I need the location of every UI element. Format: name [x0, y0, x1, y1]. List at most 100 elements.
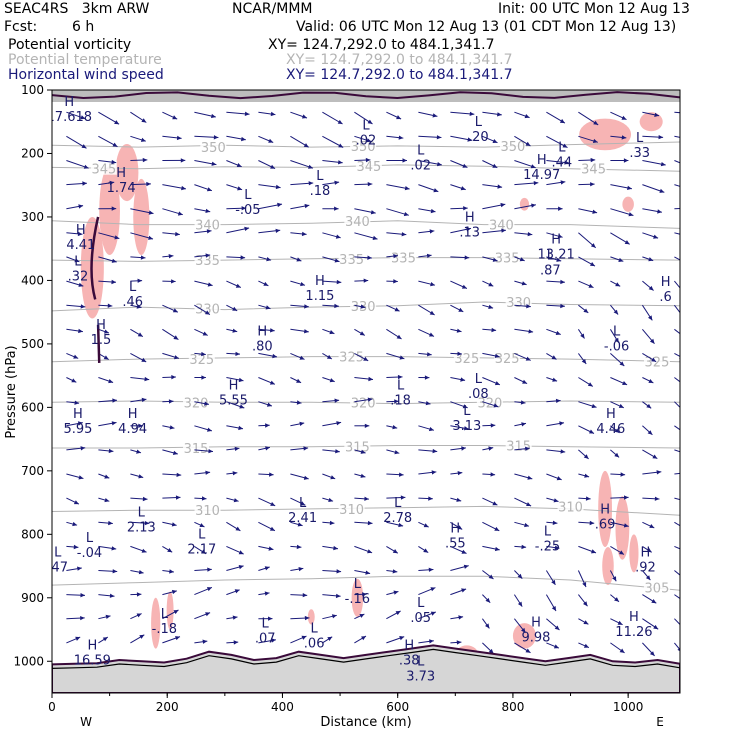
pv-high-region	[598, 470, 613, 548]
wind-arrowhead	[684, 471, 689, 475]
wind-arrowhead	[559, 421, 564, 426]
pv-high-region	[639, 112, 663, 132]
wind-arrowhead	[583, 308, 589, 313]
wind-arrowhead	[492, 163, 498, 168]
wind-arrowhead	[111, 279, 116, 285]
wind-arrowhead	[335, 593, 341, 599]
init-time: Init: 00 UTC Mon 12 Aug 13	[498, 1, 690, 17]
theta-label-bg	[494, 349, 521, 364]
wind-arrowhead	[244, 111, 250, 116]
theta-label-bg	[183, 394, 210, 409]
wind-arrowhead	[590, 157, 596, 163]
theta-label: 310	[195, 504, 220, 519]
extremum-value: .18	[310, 184, 331, 199]
wind-arrowhead	[402, 158, 407, 163]
theta-label: 310	[339, 503, 364, 518]
theta-label: 340	[345, 215, 370, 230]
wind-arrowhead	[146, 181, 151, 187]
extremum-low-marker: L	[417, 144, 425, 159]
y-tick-label: 700	[21, 464, 44, 478]
wind-vector	[674, 570, 680, 576]
wind-arrowhead	[74, 400, 80, 405]
wind-arrowhead	[329, 520, 335, 526]
x-tick-label: 600	[386, 700, 409, 714]
wind-arrowhead	[425, 401, 431, 406]
wind-arrowhead	[171, 522, 177, 527]
wind-arrowhead	[461, 284, 467, 289]
wind-arrowhead	[171, 279, 176, 284]
wind-arrowhead	[399, 355, 405, 360]
wind-arrowhead	[680, 625, 685, 630]
theta-label: 335	[339, 253, 364, 268]
wind-arrowhead	[269, 380, 275, 385]
wind-arrowhead	[652, 454, 658, 459]
wind-arrowhead	[556, 257, 562, 262]
wind-arrowhead	[304, 615, 310, 621]
wind-arrowhead	[270, 502, 276, 506]
y-tick-label: 400	[21, 273, 44, 287]
wind-arrowhead	[112, 142, 118, 147]
wind-arrowhead	[648, 257, 654, 262]
extremum-high-marker: H	[629, 610, 639, 625]
extremum-value: .46	[122, 295, 143, 310]
extremum-low-marker: L	[544, 524, 552, 539]
wind-arrowhead	[202, 639, 208, 644]
x-tick-label: 400	[271, 700, 294, 714]
wind-arrowhead	[392, 569, 398, 574]
wind-arrowhead	[207, 282, 213, 287]
wind-arrowhead	[393, 279, 398, 284]
extremum-value: 2.13	[127, 520, 156, 535]
wind-arrowhead	[432, 448, 438, 454]
extremum-value: .06	[304, 637, 325, 652]
extremum-low-marker: L	[475, 372, 483, 387]
wind-arrowhead	[328, 497, 334, 502]
wind-arrowhead	[397, 374, 403, 380]
theta-label-bg	[194, 502, 221, 517]
extremum-value: .80	[252, 340, 273, 355]
plot-frame	[51, 89, 681, 694]
wind-arrowhead	[372, 235, 378, 240]
wind-arrowhead	[618, 257, 624, 262]
wind-arrowhead	[654, 112, 660, 117]
theta-label: 315	[345, 441, 370, 456]
wind-arrowhead	[367, 520, 373, 526]
wind-arrowhead	[103, 355, 109, 360]
pv-high-region	[166, 591, 174, 630]
wind-vector	[674, 521, 680, 527]
wind-arrowhead	[394, 399, 399, 404]
wind-arrowhead	[622, 381, 628, 385]
extremum-high-marker: H	[315, 274, 325, 289]
wind-arrowhead	[238, 550, 244, 555]
wind-arrowhead	[501, 228, 506, 233]
wind-arrowhead	[591, 549, 596, 554]
wind-arrowhead	[271, 638, 276, 643]
wind-arrowhead	[399, 472, 404, 477]
wind-arrowhead	[173, 610, 179, 615]
extremum-value: .07	[255, 632, 276, 647]
wind-arrowhead	[363, 278, 369, 283]
wind-arrowhead	[140, 137, 146, 142]
wind-arrowhead	[175, 231, 180, 237]
wind-arrowhead	[580, 333, 585, 339]
wind-arrowhead	[683, 549, 688, 553]
west-label: W	[80, 715, 92, 729]
wind-arrowhead	[298, 567, 304, 572]
wind-arrowhead	[585, 496, 591, 501]
wind-arrowhead	[429, 229, 435, 234]
wind-arrowhead	[618, 403, 624, 408]
wind-vector	[674, 594, 680, 600]
wind-arrowhead	[236, 163, 242, 167]
extremum-value: -.25	[535, 539, 560, 554]
wind-arrowhead	[367, 255, 372, 260]
extremum-high-marker: H	[404, 639, 414, 654]
theta-label-bg	[355, 158, 382, 173]
wind-arrowhead	[624, 495, 629, 500]
wind-arrowhead	[624, 240, 630, 245]
extremum-high-marker: H	[257, 325, 267, 340]
terrain-surface	[52, 644, 680, 693]
wind-arrowhead	[213, 135, 219, 140]
wind-arrowhead	[463, 564, 469, 569]
wind-arrowhead	[493, 403, 499, 408]
extremum-high-marker: H	[661, 275, 671, 290]
wind-arrowhead	[175, 636, 180, 641]
